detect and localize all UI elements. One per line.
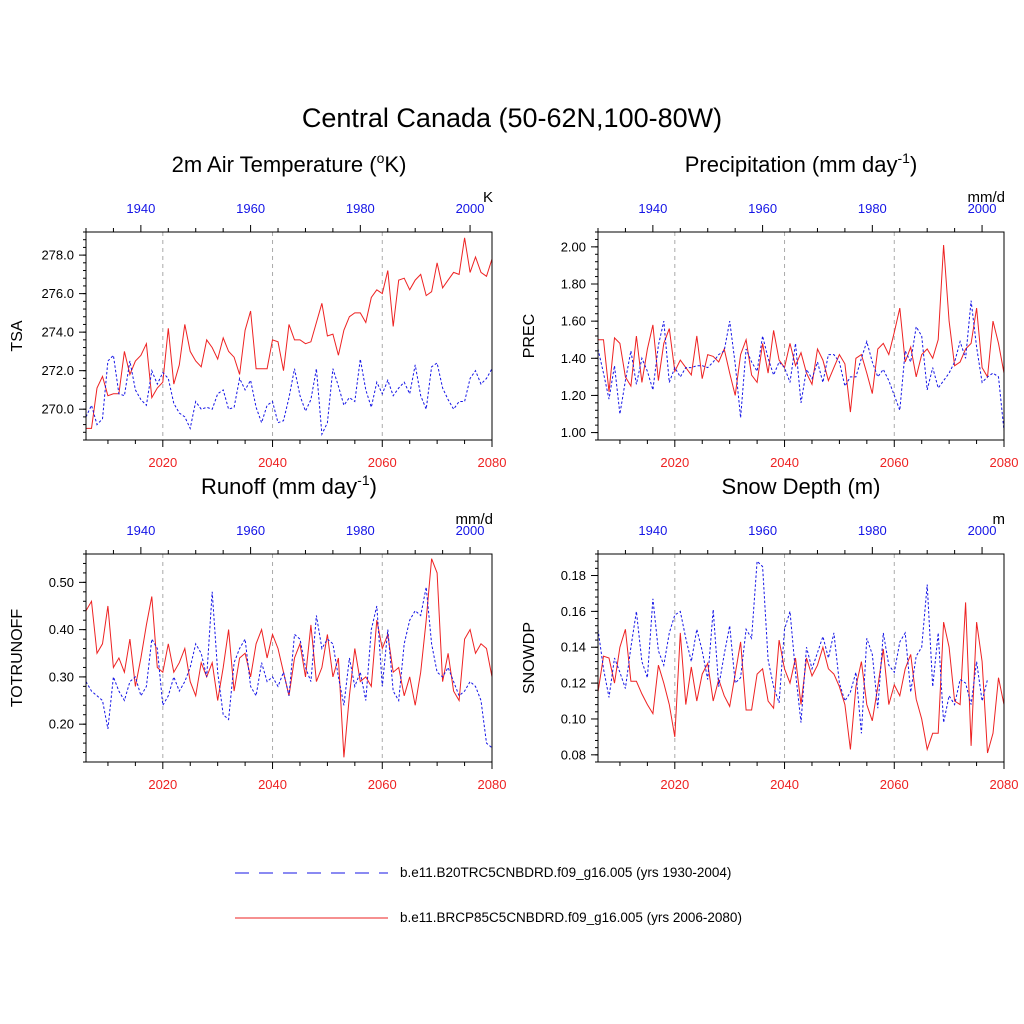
tsa-xtick-bottom-label: 2080 — [478, 455, 507, 470]
prec-xtick-bottom-label: 2040 — [770, 455, 799, 470]
snow-xtick-bottom-label: 2040 — [770, 777, 799, 792]
runoff-ytick-label: 0.20 — [49, 717, 74, 732]
prec-ylabel: PREC — [521, 314, 538, 358]
prec-title-main: Precipitation (mm day — [685, 152, 898, 177]
prec-xtick-top-label: 2000 — [968, 201, 997, 216]
snow-units: m — [993, 511, 1006, 528]
tsa-series-future — [86, 237, 492, 429]
runoff-ytick-label: 0.50 — [49, 575, 74, 590]
chart-runoff: Runoff (mm day-1) mm/d TOTRUNOFF 0.20 0.30 0.… — [9, 472, 507, 792]
prec-ytick-label: 2.00 — [561, 239, 586, 254]
snow-ytick-label: 0.08 — [561, 747, 586, 762]
prec-title: Precipitation (mm day-1) — [685, 150, 918, 177]
prec-ytick-label: 1.40 — [561, 351, 586, 366]
tsa-xtick-bottom-label: 2040 — [258, 455, 287, 470]
runoff-xtick-top-label: 1960 — [236, 523, 265, 538]
snow-title: Snow Depth (m) — [722, 474, 881, 499]
runoff-ytick-label: 0.30 — [49, 669, 74, 684]
runoff-title-sup: -1 — [357, 472, 370, 488]
snow-plot-frame — [597, 553, 1005, 763]
snow-xtick-bottom-label: 2020 — [660, 777, 689, 792]
tsa-series-historical — [86, 354, 492, 437]
legend-label-historical: b.e11.B20TRC5CNBDRD.f09_g16.005 (yrs 193… — [400, 865, 731, 880]
prec-plot-frame — [597, 231, 1005, 441]
snow-xtick-top-label: 2000 — [968, 523, 997, 538]
chart-tsa: 2m Air Temperature (oK) K TSA 270.0 272.0 274… — [9, 150, 506, 470]
tsa-ytick-label: 278.0 — [41, 248, 74, 263]
prec-series-historical — [598, 300, 1004, 431]
runoff-series-historical — [86, 587, 492, 749]
tsa-xtick-bottom-label: 2060 — [368, 455, 397, 470]
prec-ytick-label: 1.80 — [561, 277, 586, 292]
snow-series-future — [598, 602, 1004, 754]
prec-title-tail: ) — [910, 152, 917, 177]
prec-xtick-bottom-label: 2060 — [880, 455, 909, 470]
runoff-xtick-bottom-label: 2020 — [148, 777, 177, 792]
tsa-title: 2m Air Temperature (oK) — [172, 150, 407, 177]
snow-ytick-label: 0.16 — [561, 604, 586, 619]
tsa-ytick-label: 276.0 — [41, 286, 74, 301]
tsa-plot-frame — [85, 231, 493, 441]
prec-ytick-label: 1.20 — [561, 388, 586, 403]
runoff-units: mm/d — [456, 511, 494, 528]
tsa-xtick-bottom-label: 2020 — [148, 455, 177, 470]
prec-title-sup: -1 — [897, 150, 910, 166]
prec-ytick-label: 1.60 — [561, 314, 586, 329]
tsa-units: K — [483, 189, 493, 206]
prec-xtick-top-label: 1980 — [858, 201, 887, 216]
tsa-xtick-top-label: 1960 — [236, 201, 265, 216]
tsa-ytick-label: 274.0 — [41, 325, 74, 340]
snow-ytick-label: 0.14 — [561, 640, 586, 655]
tsa-xtick-top-label: 1980 — [346, 201, 375, 216]
runoff-series-future — [86, 558, 492, 758]
prec-units: mm/d — [968, 189, 1006, 206]
snow-ytick-label: 0.12 — [561, 676, 586, 691]
snow-title-main: Snow Depth (m) — [722, 474, 881, 499]
tsa-ytick-label: 270.0 — [41, 402, 74, 417]
runoff-ylabel: TOTRUNOFF — [9, 609, 26, 708]
tsa-xtick-top-label: 2000 — [456, 201, 485, 216]
tsa-title-sup: o — [377, 150, 385, 166]
tsa-xtick-top-label: 1940 — [126, 201, 155, 216]
prec-xtick-top-label: 1960 — [748, 201, 777, 216]
runoff-xtick-top-label: 2000 — [456, 523, 485, 538]
panels-group: 2m Air Temperature (oK) K TSA 270.0 272.0 274… — [9, 150, 1019, 792]
runoff-xtick-bottom-label: 2040 — [258, 777, 287, 792]
snow-xtick-top-label: 1960 — [748, 523, 777, 538]
prec-series-future — [598, 244, 1004, 413]
legend: b.e11.B20TRC5CNBDRD.f09_g16.005 (yrs 193… — [235, 865, 742, 925]
figure-title: Central Canada (50-62N,100-80W) — [302, 103, 722, 133]
legend-label-future: b.e11.BRCP85C5CNBDRD.f09_g16.005 (yrs 20… — [400, 910, 742, 925]
runoff-xtick-bottom-label: 2060 — [368, 777, 397, 792]
tsa-title-main: 2m Air Temperature ( — [172, 152, 378, 177]
tsa-ylabel: TSA — [9, 320, 26, 351]
chart-snow: Snow Depth (m) m SNOWDP 0.08 0.10 0.12 0.14 0.1… — [521, 474, 1019, 792]
snow-xtick-bottom-label: 2060 — [880, 777, 909, 792]
snow-ytick-label: 0.10 — [561, 711, 586, 726]
snow-ylabel: SNOWDP — [521, 622, 538, 694]
tsa-title-tail: K) — [384, 152, 406, 177]
prec-xtick-bottom-label: 2020 — [660, 455, 689, 470]
prec-ytick-label: 1.00 — [561, 425, 586, 440]
runoff-title-tail: ) — [370, 474, 377, 499]
snow-xtick-top-label: 1980 — [858, 523, 887, 538]
runoff-title: Runoff (mm day-1) — [201, 472, 377, 499]
prec-xtick-top-label: 1940 — [638, 201, 667, 216]
chart-prec: Precipitation (mm day-1) mm/d PREC 1.00 1.20… — [521, 150, 1019, 470]
snow-ytick-label: 0.18 — [561, 568, 586, 583]
runoff-xtick-top-label: 1940 — [126, 523, 155, 538]
snow-xtick-bottom-label: 2080 — [990, 777, 1019, 792]
tsa-ytick-label: 272.0 — [41, 363, 74, 378]
snow-xtick-top-label: 1940 — [638, 523, 667, 538]
prec-xtick-bottom-label: 2080 — [990, 455, 1019, 470]
runoff-plot-frame — [85, 553, 493, 763]
snow-series-historical — [598, 560, 988, 734]
runoff-title-main: Runoff (mm day — [201, 474, 357, 499]
runoff-xtick-bottom-label: 2080 — [478, 777, 507, 792]
runoff-xtick-top-label: 1980 — [346, 523, 375, 538]
runoff-ytick-label: 0.40 — [49, 622, 74, 637]
